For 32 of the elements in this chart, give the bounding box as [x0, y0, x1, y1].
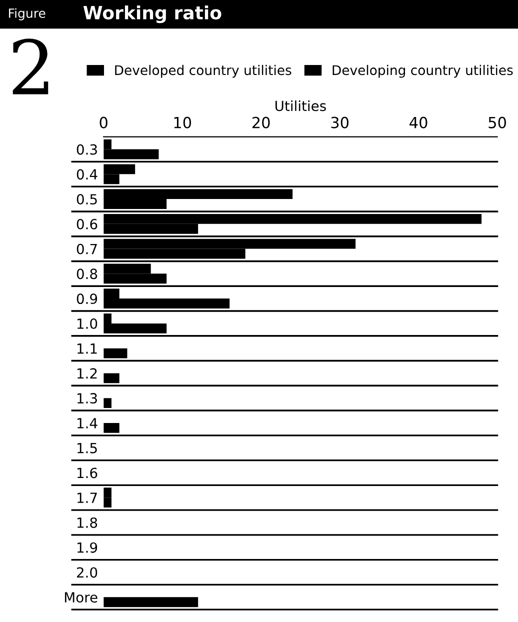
y-tick-label: More [64, 592, 98, 603]
x-tick-label: 30 [331, 116, 349, 128]
y-tick-label: 1.5 [77, 442, 97, 454]
x-axis-title: Utilities [276, 100, 326, 112]
y-tick-label: 0.4 [76, 169, 98, 180]
x-tick-label: 20 [252, 116, 270, 128]
y-tick-label: 2.0 [76, 567, 98, 578]
y-tick-label: 1.7 [77, 492, 97, 503]
x-tick-label: 40 [410, 116, 428, 128]
x-tick-label: 50 [488, 116, 506, 128]
y-tick-label: 0.5 [76, 194, 97, 205]
y-tick-label: 0.8 [76, 268, 98, 280]
text: 2 [12, 38, 48, 94]
y-tick-label: 1.9 [77, 542, 98, 553]
y-tick-label: 1.6 [77, 468, 98, 478]
legend-label: Developing country utilities [332, 64, 513, 78]
bar [104, 373, 120, 384]
y-tick-label: 0.3 [76, 144, 97, 155]
y-tick-label: 1.8 [77, 517, 98, 528]
y-tick-label: 1.1 [77, 343, 97, 354]
y-tick-label: 1.2 [77, 368, 97, 378]
legend-label: Developed country utilities [115, 64, 292, 78]
y-tick-label: 0.7 [76, 244, 97, 254]
y-tick-label: 0.9 [76, 294, 98, 304]
chart-title: Working ratio [83, 6, 222, 24]
y-tick-label: 1.4 [77, 418, 98, 428]
text: Figure [8, 8, 46, 20]
x-tick-label: 0 [100, 116, 108, 128]
y-tick-label: 1.3 [77, 393, 97, 404]
y-tick-label: 0.6 [76, 218, 98, 230]
y-tick-label: 1.0 [77, 318, 98, 329]
x-tick-label: 10 [174, 116, 192, 128]
